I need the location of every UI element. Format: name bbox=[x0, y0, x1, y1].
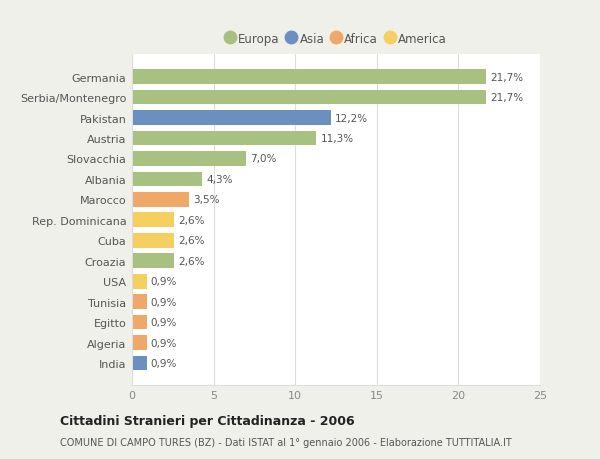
Bar bbox=[132, 315, 146, 330]
Text: COMUNE DI CAMPO TURES (BZ) - Dati ISTAT al 1° gennaio 2006 - Elaborazione TUTTIT: COMUNE DI CAMPO TURES (BZ) - Dati ISTAT … bbox=[60, 437, 512, 447]
Text: 3,5%: 3,5% bbox=[193, 195, 220, 205]
Text: 2,6%: 2,6% bbox=[179, 215, 205, 225]
Text: 0,9%: 0,9% bbox=[151, 297, 177, 307]
Bar bbox=[132, 295, 146, 309]
Text: 21,7%: 21,7% bbox=[490, 93, 523, 103]
Bar bbox=[132, 336, 146, 350]
Text: 21,7%: 21,7% bbox=[490, 73, 523, 83]
Bar bbox=[132, 90, 486, 105]
Bar bbox=[132, 274, 146, 289]
Bar bbox=[132, 111, 331, 126]
Bar bbox=[132, 193, 189, 207]
Bar bbox=[132, 213, 175, 228]
Text: 7,0%: 7,0% bbox=[250, 154, 277, 164]
Text: 4,3%: 4,3% bbox=[206, 174, 233, 185]
Text: 0,9%: 0,9% bbox=[151, 277, 177, 286]
Bar bbox=[132, 356, 146, 370]
Text: 2,6%: 2,6% bbox=[179, 236, 205, 246]
Text: Cittadini Stranieri per Cittadinanza - 2006: Cittadini Stranieri per Cittadinanza - 2… bbox=[60, 414, 355, 428]
Bar bbox=[132, 70, 486, 85]
Text: 0,9%: 0,9% bbox=[151, 358, 177, 368]
Bar bbox=[132, 131, 316, 146]
Text: 0,9%: 0,9% bbox=[151, 338, 177, 348]
Text: 0,9%: 0,9% bbox=[151, 317, 177, 327]
Text: 11,3%: 11,3% bbox=[320, 134, 353, 144]
Bar bbox=[132, 172, 202, 187]
Bar bbox=[132, 254, 175, 269]
Legend: Europa, Asia, Africa, America: Europa, Asia, Africa, America bbox=[220, 28, 452, 50]
Text: 12,2%: 12,2% bbox=[335, 113, 368, 123]
Text: 2,6%: 2,6% bbox=[179, 256, 205, 266]
Bar bbox=[132, 152, 246, 167]
Bar bbox=[132, 233, 175, 248]
